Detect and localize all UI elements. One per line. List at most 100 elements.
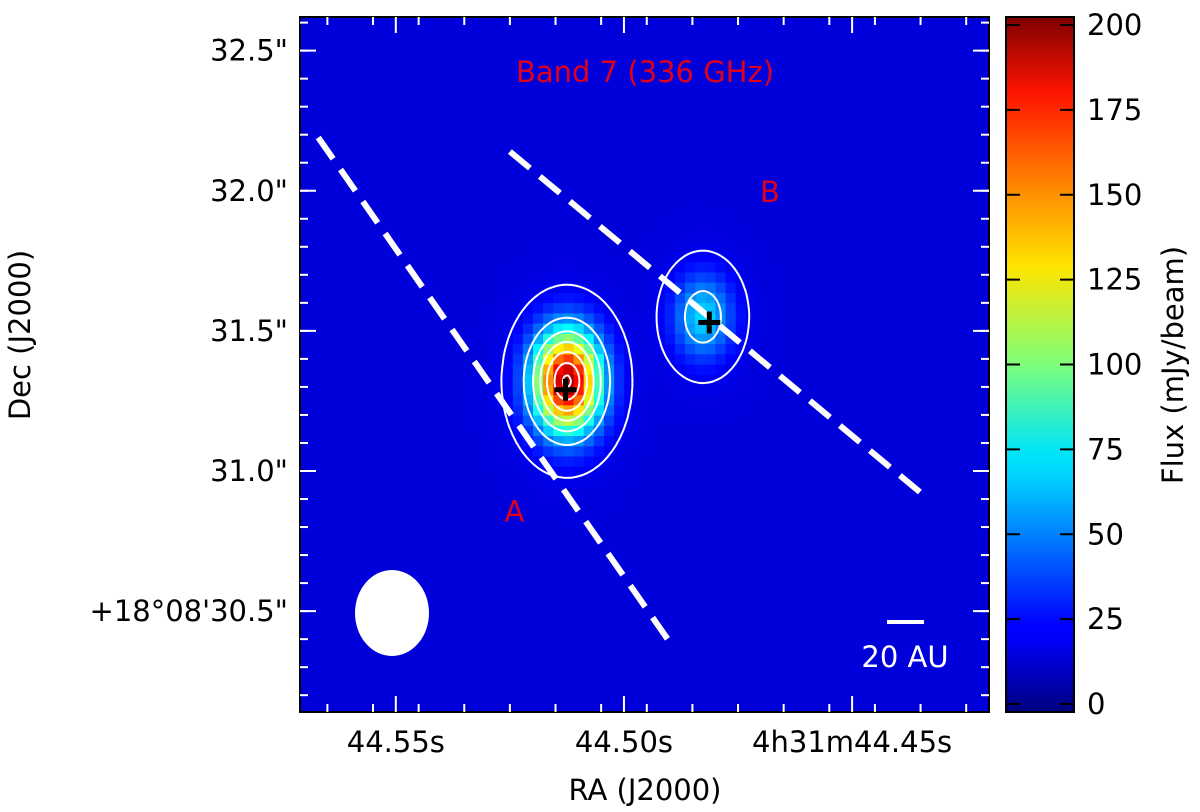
heatmap-cell <box>867 528 879 539</box>
y-tick-label: 31.0" <box>210 454 288 488</box>
heatmap-cell <box>482 88 494 100</box>
heatmap-cell <box>806 149 818 161</box>
heatmap-cell <box>624 160 635 171</box>
heatmap-cell <box>533 252 544 263</box>
heatmap-cell <box>411 252 423 263</box>
heatmap-cell <box>553 558 565 570</box>
heatmap-cell <box>847 180 858 192</box>
heatmap-cell <box>593 456 605 468</box>
heatmap-cell <box>421 671 433 682</box>
heatmap-cell <box>735 313 747 325</box>
heatmap-cell <box>766 68 777 79</box>
heatmap-cell <box>603 630 615 642</box>
heatmap-cell <box>968 466 980 478</box>
heatmap-cell <box>573 252 585 263</box>
heatmap-cell <box>867 579 879 590</box>
heatmap-cell <box>685 558 696 570</box>
heatmap-cell <box>674 456 686 468</box>
heatmap-cell <box>745 47 757 59</box>
heatmap-cell <box>350 701 362 712</box>
heatmap-cell <box>705 78 717 90</box>
heatmap-cell <box>462 609 473 621</box>
heatmap-cell <box>330 354 342 366</box>
heatmap-cell <box>614 466 625 478</box>
heatmap-cell <box>685 78 696 90</box>
heatmap-cell <box>897 538 909 550</box>
heatmap-cell <box>806 17 818 28</box>
heatmap-cell <box>614 139 625 151</box>
heatmap-cell <box>543 620 554 631</box>
heatmap-cell <box>877 68 889 79</box>
heatmap-cell <box>847 47 858 59</box>
heatmap-cell <box>472 507 483 519</box>
heatmap-cell <box>441 528 453 539</box>
heatmap-cell <box>796 88 808 100</box>
heatmap-cell <box>563 538 575 550</box>
heatmap-cell <box>533 68 544 79</box>
heatmap-cell <box>310 640 321 652</box>
heatmap-cell <box>816 323 828 335</box>
heatmap-cell <box>826 691 838 703</box>
heatmap-cell <box>533 180 544 192</box>
heatmap-cell <box>837 691 848 703</box>
heatmap-cell <box>300 57 311 69</box>
heatmap-cell <box>786 466 798 478</box>
heatmap-cell <box>806 68 818 79</box>
heatmap-cell <box>816 333 828 345</box>
heatmap-cell <box>451 108 463 120</box>
heatmap-cell <box>441 231 453 243</box>
heatmap-cell <box>644 303 656 314</box>
heatmap-cell <box>553 211 565 223</box>
heatmap-cell <box>857 119 869 131</box>
heatmap-cell <box>441 415 453 427</box>
heatmap-cell <box>391 303 402 314</box>
heatmap-cell <box>451 231 463 243</box>
heatmap-cell <box>603 620 615 631</box>
heatmap-cell <box>300 476 311 488</box>
heatmap-cell <box>715 405 727 417</box>
heatmap-cell <box>705 568 717 580</box>
heatmap-cell <box>705 538 717 550</box>
heatmap-cell <box>877 27 889 39</box>
heatmap-cell <box>543 456 554 468</box>
heatmap-cell <box>340 374 352 386</box>
heatmap-cell <box>543 446 554 458</box>
heatmap-cell <box>786 497 798 509</box>
heatmap-cell <box>482 231 494 243</box>
heatmap-cell <box>786 160 798 171</box>
heatmap-cell <box>502 395 514 406</box>
heatmap-cell <box>462 528 473 539</box>
heatmap-cell <box>837 149 848 161</box>
heatmap-cell <box>492 681 504 693</box>
heatmap-cell <box>614 262 625 274</box>
heatmap-cell <box>381 548 392 560</box>
heatmap-cell <box>685 231 696 243</box>
heatmap-cell <box>948 364 960 376</box>
heatmap-cell <box>573 599 585 611</box>
heatmap-cell <box>877 640 889 652</box>
heatmap-cell <box>735 568 747 580</box>
heatmap-cell <box>786 568 798 580</box>
heatmap-cell <box>826 548 838 560</box>
heatmap-cell <box>978 68 989 79</box>
heatmap-cell <box>695 37 706 49</box>
heatmap-cell <box>735 282 747 294</box>
heatmap-cell <box>867 517 879 529</box>
heatmap-cell <box>948 221 960 233</box>
heatmap-cell <box>918 671 929 682</box>
heatmap-cell <box>695 701 706 712</box>
heatmap-cell <box>847 364 858 376</box>
heatmap-cell <box>340 17 352 28</box>
heatmap-cell <box>887 415 899 427</box>
heatmap-cell <box>654 323 666 335</box>
heatmap-cell <box>674 640 686 652</box>
heatmap-cell <box>897 466 909 478</box>
heatmap-cell <box>320 374 331 386</box>
heatmap-cell <box>887 57 899 69</box>
heatmap-cell <box>816 650 828 662</box>
heatmap-cell <box>431 57 443 69</box>
heatmap-cell <box>928 384 939 396</box>
heatmap-cell <box>857 487 869 498</box>
heatmap-cell <box>350 27 362 39</box>
heatmap-cell <box>583 88 595 100</box>
